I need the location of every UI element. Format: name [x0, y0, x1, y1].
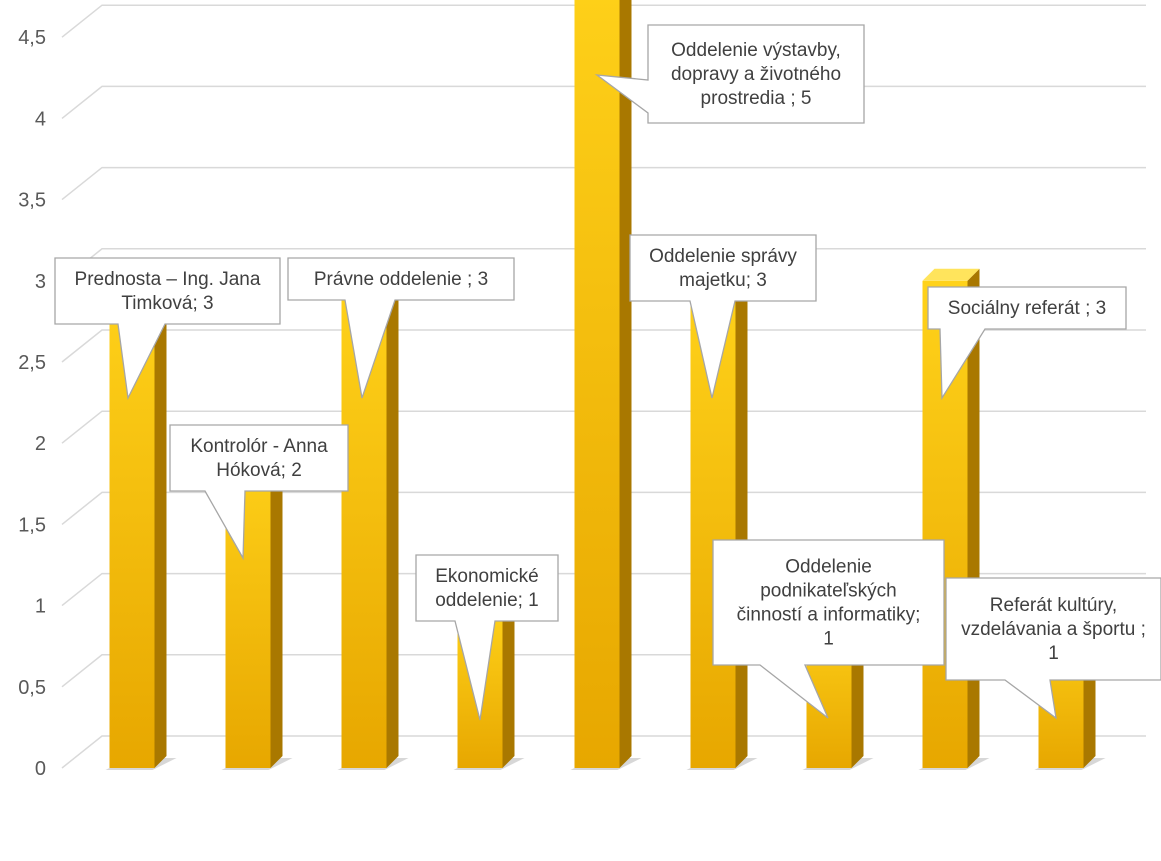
data-label-text: oddelenie; 1: [435, 590, 539, 611]
y-tick-label: 3: [35, 271, 46, 293]
data-label-text: Referát kultúry,: [990, 595, 1117, 616]
callout-box: [415, 554, 559, 721]
bar: [574, 0, 632, 768]
data-label-text: 1: [823, 629, 834, 650]
data-label-text: Právne oddelenie ; 3: [314, 269, 488, 290]
gridline: [61, 735, 1146, 769]
data-label-callout: Ekonomické oddelenie; 1: [415, 554, 559, 721]
data-label-callout: Prednosta – Ing. Jana Timková; 3: [54, 257, 281, 401]
y-tick-label: 1,5: [18, 514, 46, 536]
data-label-text: Sociálny referát ; 3: [948, 298, 1106, 319]
data-label-text: 1: [1048, 643, 1059, 664]
y-tick-label: 0,5: [18, 677, 46, 699]
bar-side: [735, 268, 748, 768]
gridline: [61, 491, 1146, 525]
callout-box: [54, 257, 281, 401]
bar-side: [619, 0, 632, 768]
callout-box: [287, 257, 515, 399]
y-tick-label: 4,5: [18, 27, 46, 49]
data-label-callout: Právne oddelenie ; 3: [287, 257, 515, 399]
data-label-callout: Kontrolór - Anna Hóková; 2: [169, 424, 349, 561]
gridline: [61, 4, 1146, 38]
data-label-callout: Oddelenie správy majetku; 3: [629, 234, 817, 399]
callout-box: [169, 424, 349, 561]
data-label-text: činností a informatiky;: [737, 605, 921, 626]
bar-side: [502, 593, 515, 768]
data-label-text: Oddelenie: [785, 557, 872, 578]
y-tick-label: 2,5: [18, 352, 46, 374]
bar-top: [922, 268, 980, 281]
data-label-callout: Oddelenie výstavby, dopravy a životného pr…: [594, 24, 865, 124]
bar-side: [270, 431, 283, 768]
y-tick-label: 4: [35, 108, 46, 130]
data-label-text: Hóková; 2: [216, 460, 302, 481]
gridline: [61, 410, 1146, 444]
data-label-text: majetku; 3: [679, 270, 767, 291]
y-tick-label: 3,5: [18, 190, 46, 212]
data-label-text: prostredia ; 5: [701, 88, 812, 109]
bar-front: [574, 0, 620, 768]
y-tick-label: 0: [35, 758, 46, 780]
y-tick-label: 1: [35, 596, 46, 618]
bar-side: [386, 268, 399, 768]
data-label-text: Oddelenie výstavby,: [671, 40, 841, 61]
data-label-text: Ekonomické: [435, 566, 539, 587]
data-label-callout: Referát kultúry, vzdelávania a športu ; 1: [945, 577, 1161, 720]
bar-side: [154, 268, 167, 768]
data-label-text: dopravy a životného: [671, 64, 841, 85]
callout-box: [945, 577, 1161, 720]
data-label-text: Kontrolór - Anna: [190, 436, 328, 457]
y-tick-label: 2: [35, 433, 46, 455]
callout-box: [927, 286, 1127, 401]
data-label-callout: Sociálny referát ; 3: [927, 286, 1127, 401]
callout-box: [594, 24, 865, 124]
gridline: [61, 329, 1146, 363]
data-label-callout: Oddelenie podnikateľských činností a infor…: [712, 539, 945, 719]
data-label-text: podnikateľských: [760, 581, 897, 602]
y-axis-ticks: 00,511,522,533,544,55: [18, 27, 46, 780]
data-label-text: Oddelenie správy: [649, 246, 797, 267]
data-label-text: vzdelávania a športu ;: [961, 619, 1146, 640]
data-labels: Prednosta – Ing. Jana Timková; 3 Kontrolór…: [54, 24, 1161, 721]
callout-box: [629, 234, 817, 399]
data-label-text: Timková; 3: [121, 293, 213, 314]
data-label-text: Prednosta – Ing. Jana: [75, 269, 261, 290]
gridline: [61, 166, 1146, 201]
callout-box: [712, 539, 945, 719]
